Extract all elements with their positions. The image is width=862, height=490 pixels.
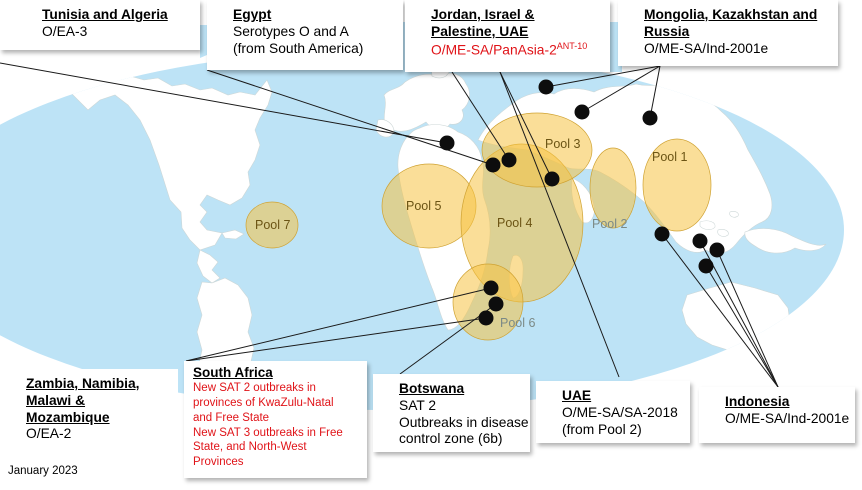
svg-text:Pool 1: Pool 1 [652,150,687,164]
svg-text:Pool 2: Pool 2 [592,217,627,231]
svg-text:Pool 4: Pool 4 [497,216,532,230]
svg-text:Pool 6: Pool 6 [500,316,535,330]
svg-text:Pool 5: Pool 5 [406,199,441,213]
svg-text:Pool 7: Pool 7 [255,218,290,232]
svg-text:Pool 3: Pool 3 [545,137,580,151]
